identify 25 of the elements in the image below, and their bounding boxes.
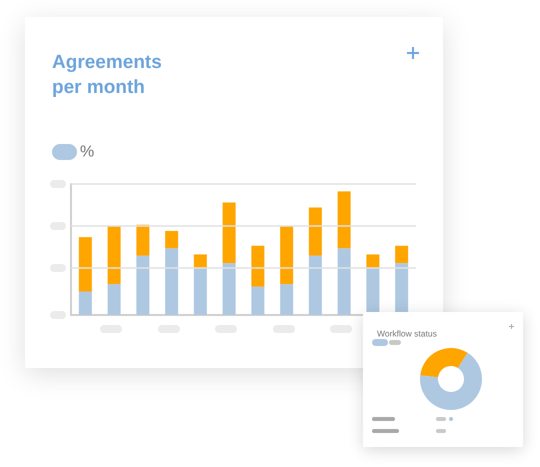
bar [338,191,351,248]
bar [108,226,121,284]
bar [136,256,150,315]
bar [251,286,264,315]
bar [136,224,150,256]
bar [366,254,380,268]
bar [338,248,351,315]
bar [108,284,121,315]
bar [280,226,294,284]
bar [308,207,322,256]
bar [251,246,264,287]
bar [194,268,207,315]
bar [222,263,236,315]
legend-label: % [80,144,94,160]
bar [395,246,408,264]
bar [308,256,322,315]
bar [78,237,92,292]
bar [222,202,236,264]
bar [280,284,294,315]
bar [165,248,178,315]
chart-title: Agreements per month [52,51,163,100]
chart-title: Workflow status [377,328,437,338]
bar [194,254,207,268]
bar [165,230,178,248]
bar [78,292,92,315]
